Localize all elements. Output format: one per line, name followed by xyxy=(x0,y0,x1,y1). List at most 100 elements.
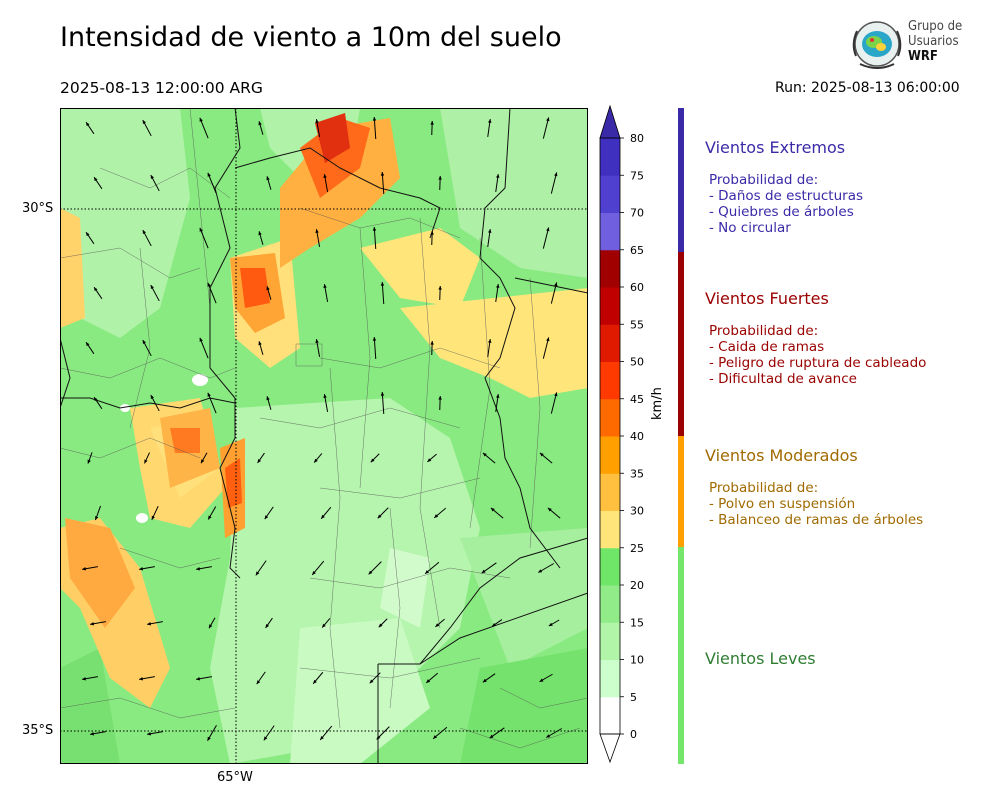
wind-vector-head xyxy=(264,515,269,520)
wind-vector-head xyxy=(427,458,432,462)
colorbar-segment xyxy=(600,436,620,474)
page-title: Intensidad de viento a 10m del suelo xyxy=(60,22,562,53)
wind-vector-head xyxy=(433,735,437,739)
province-boundaries xyxy=(60,108,588,764)
lat-label-30s: 30°S xyxy=(22,201,54,216)
wind-vector-head xyxy=(313,679,317,684)
wind-vector-head xyxy=(207,736,211,741)
colorbar-tick-label: 55 xyxy=(630,318,644,331)
department-boundaries xyxy=(60,108,588,749)
wind-vector-head xyxy=(430,341,434,345)
wind-vector-head xyxy=(547,507,552,512)
wind-vector xyxy=(373,116,377,140)
wind-vector-head xyxy=(82,677,86,681)
wind-vector-head xyxy=(323,174,327,178)
category-title-fuertes: Vientos Fuertes xyxy=(705,289,829,308)
colorbar-segment xyxy=(600,361,620,400)
wind-vector xyxy=(199,227,209,249)
colorbar-segment xyxy=(600,547,620,586)
wind-vector-head xyxy=(209,624,213,629)
category-desc-moderados: Probabilidad de: - Polvo en suspensión -… xyxy=(709,480,924,528)
wind-vector-head xyxy=(196,677,200,681)
category-title-leves: Vientos Leves xyxy=(705,649,816,668)
colorbar-tick-label: 30 xyxy=(630,505,644,518)
wind-vector-head xyxy=(377,514,382,519)
colorbar-segment xyxy=(600,473,620,511)
colorbar-tick-label: 75 xyxy=(630,169,644,182)
wind-vector-head xyxy=(378,623,383,628)
colorbar-tick-label: 10 xyxy=(630,654,644,667)
wind-vector-head xyxy=(488,119,492,123)
globe-logo-icon xyxy=(852,21,902,69)
colorbar-segment xyxy=(600,398,620,437)
category-bar-moderados xyxy=(678,436,684,547)
wind-vector-head xyxy=(372,117,377,121)
wind-vector-head xyxy=(490,507,495,512)
wind-vector-head xyxy=(489,734,494,739)
wind-vector-head xyxy=(139,677,143,681)
colorbar-segment xyxy=(600,659,620,698)
wind-vector-head xyxy=(554,392,558,397)
wind-vector xyxy=(542,337,550,359)
wind-vector-head xyxy=(147,622,151,626)
wind-vector-head xyxy=(548,622,553,626)
colorbar-segment xyxy=(600,585,620,623)
wind-vector-head xyxy=(199,227,203,232)
valid-time: 2025-08-13 12:00:00 ARG xyxy=(60,79,263,97)
colorbar-tick-label: 40 xyxy=(630,430,644,443)
wind-vector-head xyxy=(434,514,439,518)
run-time: Run: 2025-08-13 06:00:00 xyxy=(775,80,960,96)
graticule xyxy=(60,108,588,764)
wind-vector-head xyxy=(94,177,98,182)
category-title-extremos: Vientos Extremos xyxy=(705,138,846,157)
wind-vector-head xyxy=(196,567,200,571)
wind-vector-head xyxy=(142,120,147,125)
colorbar-segment xyxy=(600,622,620,660)
wind-vector-head xyxy=(546,227,550,232)
wind-vector-head xyxy=(87,459,91,464)
wind-vector-head xyxy=(435,623,440,627)
wind-vector-head xyxy=(323,394,327,398)
wind-vector-head xyxy=(554,172,558,177)
wind-vector-head xyxy=(380,392,385,396)
wind-vector-head xyxy=(147,732,151,736)
wind-vector xyxy=(381,281,385,305)
wind-vector-head xyxy=(90,732,94,736)
colorbar-tick-label: 80 xyxy=(630,132,644,145)
wind-vector xyxy=(542,227,550,249)
wind-vector-head xyxy=(95,516,99,521)
wind-vector-head xyxy=(199,117,203,122)
lon-label-65w: 65°W xyxy=(217,770,253,785)
wind-vector-head xyxy=(372,227,377,231)
colorbar-tick-label: 5 xyxy=(630,691,637,704)
wind-vector-head xyxy=(496,284,500,288)
wind-vector-head xyxy=(256,680,261,685)
wind-vector-head xyxy=(546,117,550,122)
wind-vector-head xyxy=(142,340,147,345)
colorbar-tick-label: 0 xyxy=(630,728,637,741)
wind-vector-head xyxy=(538,569,543,573)
wind-vector-head xyxy=(496,174,500,178)
wind-vector-head xyxy=(554,282,558,287)
wind-vector xyxy=(207,282,217,304)
logo-line3: WRF xyxy=(908,49,938,64)
wind-vector-head xyxy=(208,515,212,520)
wind-vector-head xyxy=(322,623,326,628)
wind-vector-head xyxy=(430,231,434,235)
wind-vector-head xyxy=(370,458,375,463)
wind-vector-head xyxy=(257,458,262,463)
colorbar-tick-label: 70 xyxy=(630,207,644,220)
wind-vector-head xyxy=(263,736,268,741)
wind-vector-head xyxy=(314,458,318,463)
colorbar-segment xyxy=(600,249,620,288)
logo-line1: Grupo de xyxy=(908,19,963,34)
colorbar-segment xyxy=(600,287,620,325)
wind-vector-head xyxy=(488,339,492,343)
wind-vector-head xyxy=(142,230,147,235)
wind-vector-head xyxy=(438,396,442,400)
wind-vector-head xyxy=(150,285,155,290)
colorbar: 0 5 10 15 20 25 30 35 40 45 50 55 60 65 70 75 80 xyxy=(599,104,644,764)
wind-vector-head xyxy=(492,622,497,627)
wind-vector xyxy=(381,391,385,415)
colorbar-segment xyxy=(600,175,620,213)
